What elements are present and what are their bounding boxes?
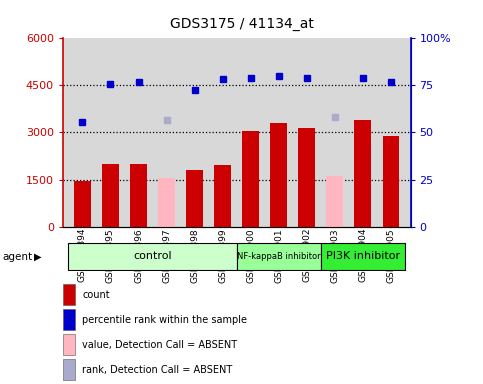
Bar <box>321 243 405 270</box>
Text: agent: agent <box>2 252 32 262</box>
Bar <box>242 131 259 227</box>
Bar <box>158 178 175 227</box>
Text: NF-kappaB inhibitor: NF-kappaB inhibitor <box>237 252 321 261</box>
Text: control: control <box>133 251 172 262</box>
Bar <box>237 243 321 270</box>
Bar <box>214 166 231 227</box>
Bar <box>298 128 315 227</box>
Bar <box>270 123 287 227</box>
Text: percentile rank within the sample: percentile rank within the sample <box>82 314 247 325</box>
Bar <box>327 176 343 227</box>
Bar <box>186 170 203 227</box>
Bar <box>102 164 119 227</box>
Text: GDS3175 / 41134_at: GDS3175 / 41134_at <box>170 17 313 31</box>
Text: PI3K inhibitor: PI3K inhibitor <box>326 251 400 262</box>
Text: value, Detection Call = ABSENT: value, Detection Call = ABSENT <box>82 339 237 350</box>
Text: rank, Detection Call = ABSENT: rank, Detection Call = ABSENT <box>82 364 232 375</box>
Text: count: count <box>82 290 110 300</box>
Bar <box>69 243 237 270</box>
Text: ▶: ▶ <box>34 252 42 262</box>
Bar <box>383 136 399 227</box>
Bar <box>74 181 91 227</box>
Bar <box>355 120 371 227</box>
Bar <box>130 164 147 227</box>
